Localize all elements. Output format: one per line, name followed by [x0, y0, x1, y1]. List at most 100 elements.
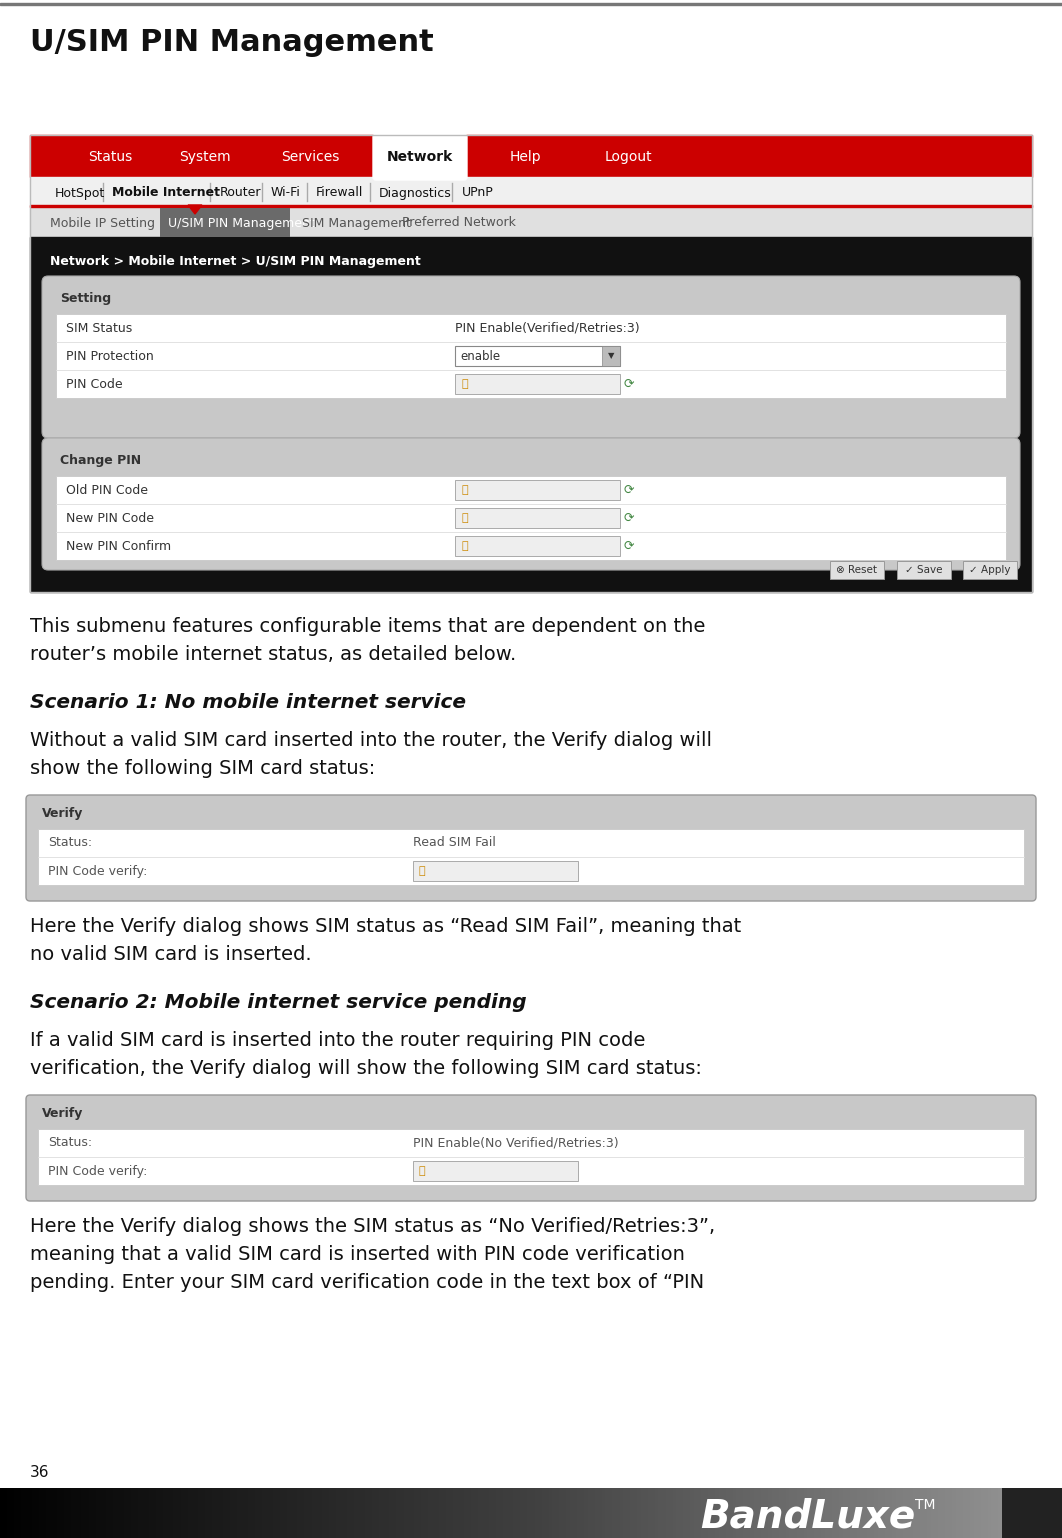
Bar: [428, 1487, 433, 1538]
Text: U/SIM PIN Management: U/SIM PIN Management: [168, 217, 314, 229]
Bar: [881, 1487, 886, 1538]
Bar: [878, 1487, 883, 1538]
Bar: [683, 1487, 688, 1538]
Bar: [789, 1487, 794, 1538]
Bar: [839, 1487, 843, 1538]
Bar: [103, 1487, 107, 1538]
Bar: [106, 1487, 110, 1538]
Bar: [984, 1487, 989, 1538]
Bar: [998, 1487, 1003, 1538]
Text: Diagnostics: Diagnostics: [379, 186, 452, 200]
Text: Logout: Logout: [604, 151, 652, 165]
Text: ⊗ Reset: ⊗ Reset: [837, 564, 877, 575]
Bar: [435, 1487, 440, 1538]
Text: Mobile Internet: Mobile Internet: [113, 186, 221, 200]
Bar: [372, 1487, 376, 1538]
Bar: [821, 1487, 826, 1538]
Bar: [948, 1487, 954, 1538]
Bar: [687, 1487, 691, 1538]
Bar: [754, 1487, 758, 1538]
Bar: [592, 1487, 596, 1538]
Bar: [810, 1487, 816, 1538]
Text: Services: Services: [280, 151, 339, 165]
Bar: [761, 1487, 766, 1538]
Text: New PIN Confirm: New PIN Confirm: [66, 540, 171, 552]
Bar: [921, 1487, 925, 1538]
Text: Firewall: Firewall: [315, 186, 363, 200]
Bar: [836, 1487, 840, 1538]
Bar: [520, 1487, 525, 1538]
Bar: [432, 1487, 436, 1538]
Text: Setting: Setting: [59, 292, 112, 305]
Bar: [379, 1487, 383, 1538]
Bar: [354, 1487, 359, 1538]
Bar: [56, 314, 1006, 398]
Bar: [800, 1487, 805, 1538]
Bar: [740, 1487, 744, 1538]
Bar: [715, 1487, 720, 1538]
Bar: [152, 1487, 157, 1538]
Bar: [1048, 1487, 1052, 1538]
Bar: [124, 1487, 129, 1538]
Bar: [358, 1487, 362, 1538]
Bar: [655, 1487, 660, 1538]
Bar: [953, 1487, 957, 1538]
Text: PIN Code verify:: PIN Code verify:: [48, 1164, 148, 1178]
Bar: [234, 1487, 238, 1538]
Bar: [1003, 1487, 1062, 1538]
Text: PIN Code verify:: PIN Code verify:: [48, 864, 148, 878]
Bar: [14, 1487, 19, 1538]
Bar: [545, 1487, 550, 1538]
Bar: [464, 1487, 468, 1538]
Bar: [499, 1487, 503, 1538]
Bar: [584, 1487, 588, 1538]
Bar: [772, 1487, 776, 1538]
Bar: [337, 1487, 341, 1538]
Bar: [361, 1487, 365, 1538]
Bar: [64, 1487, 68, 1538]
Bar: [425, 1487, 429, 1538]
Bar: [690, 1487, 695, 1538]
Bar: [30, 135, 1032, 592]
Bar: [662, 1487, 667, 1538]
Bar: [30, 205, 1032, 208]
Bar: [350, 1487, 355, 1538]
Bar: [74, 1487, 79, 1538]
Bar: [534, 1487, 539, 1538]
Text: ⟳: ⟳: [624, 377, 634, 391]
Bar: [818, 1487, 822, 1538]
Bar: [693, 1487, 699, 1538]
Bar: [492, 1487, 497, 1538]
Bar: [623, 1487, 628, 1538]
Text: Wi-Fi: Wi-Fi: [271, 186, 301, 200]
Bar: [85, 1487, 89, 1538]
Bar: [167, 1487, 171, 1538]
Text: 🔑: 🔑: [461, 514, 467, 523]
Bar: [276, 1487, 280, 1538]
Bar: [252, 1487, 256, 1538]
Bar: [910, 1487, 914, 1538]
Bar: [549, 1487, 553, 1538]
Text: PIN Code: PIN Code: [66, 377, 122, 391]
Bar: [736, 1487, 741, 1538]
Bar: [82, 1487, 86, 1538]
Bar: [963, 1487, 967, 1538]
Bar: [609, 1487, 614, 1538]
Bar: [216, 1487, 221, 1538]
Bar: [743, 1487, 748, 1538]
Text: PIN Enable(Verified/Retries:3): PIN Enable(Verified/Retries:3): [455, 321, 639, 334]
Bar: [1020, 1487, 1024, 1538]
Text: meaning that a valid SIM card is inserted with PIN code verification: meaning that a valid SIM card is inserte…: [30, 1244, 685, 1264]
Bar: [945, 1487, 949, 1538]
Text: ▼: ▼: [607, 352, 614, 360]
Bar: [648, 1487, 652, 1538]
Bar: [209, 1487, 213, 1538]
Bar: [35, 1487, 40, 1538]
Bar: [775, 1487, 780, 1538]
Bar: [258, 1487, 263, 1538]
Bar: [455, 508, 620, 528]
Bar: [595, 1487, 599, 1538]
Bar: [347, 1487, 352, 1538]
Bar: [369, 1487, 373, 1538]
Bar: [449, 1487, 455, 1538]
